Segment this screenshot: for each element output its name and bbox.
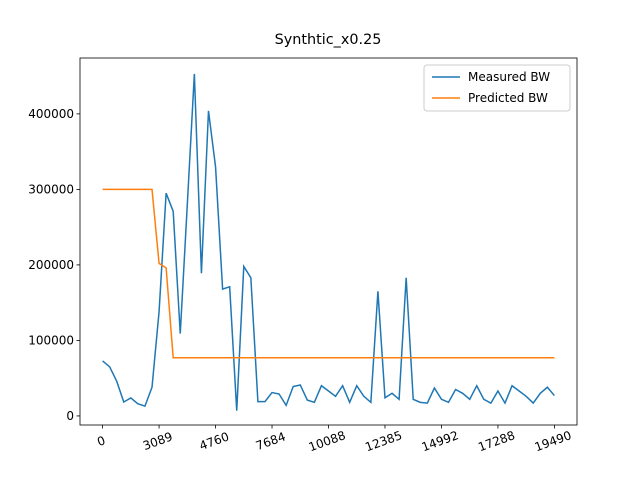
- legend-box: [423, 64, 571, 112]
- x-tick-label: 0: [95, 433, 107, 449]
- y-tick-label: 300000: [28, 182, 74, 196]
- axes-frame: [79, 57, 578, 426]
- data-line: [102, 188, 555, 359]
- legend-label: Predicted BW: [468, 91, 548, 105]
- y-tick-label: 400000: [28, 107, 74, 121]
- y-tick-label: 100000: [28, 333, 74, 347]
- data-line: [102, 73, 555, 411]
- legend-label: Measured BW: [468, 70, 550, 84]
- y-tick-label: 0: [66, 409, 74, 423]
- chart-title: Synthtic_x0.25: [275, 32, 382, 48]
- legend: Measured BW Predicted BW: [423, 64, 571, 112]
- y-tick-label: 200000: [28, 258, 74, 272]
